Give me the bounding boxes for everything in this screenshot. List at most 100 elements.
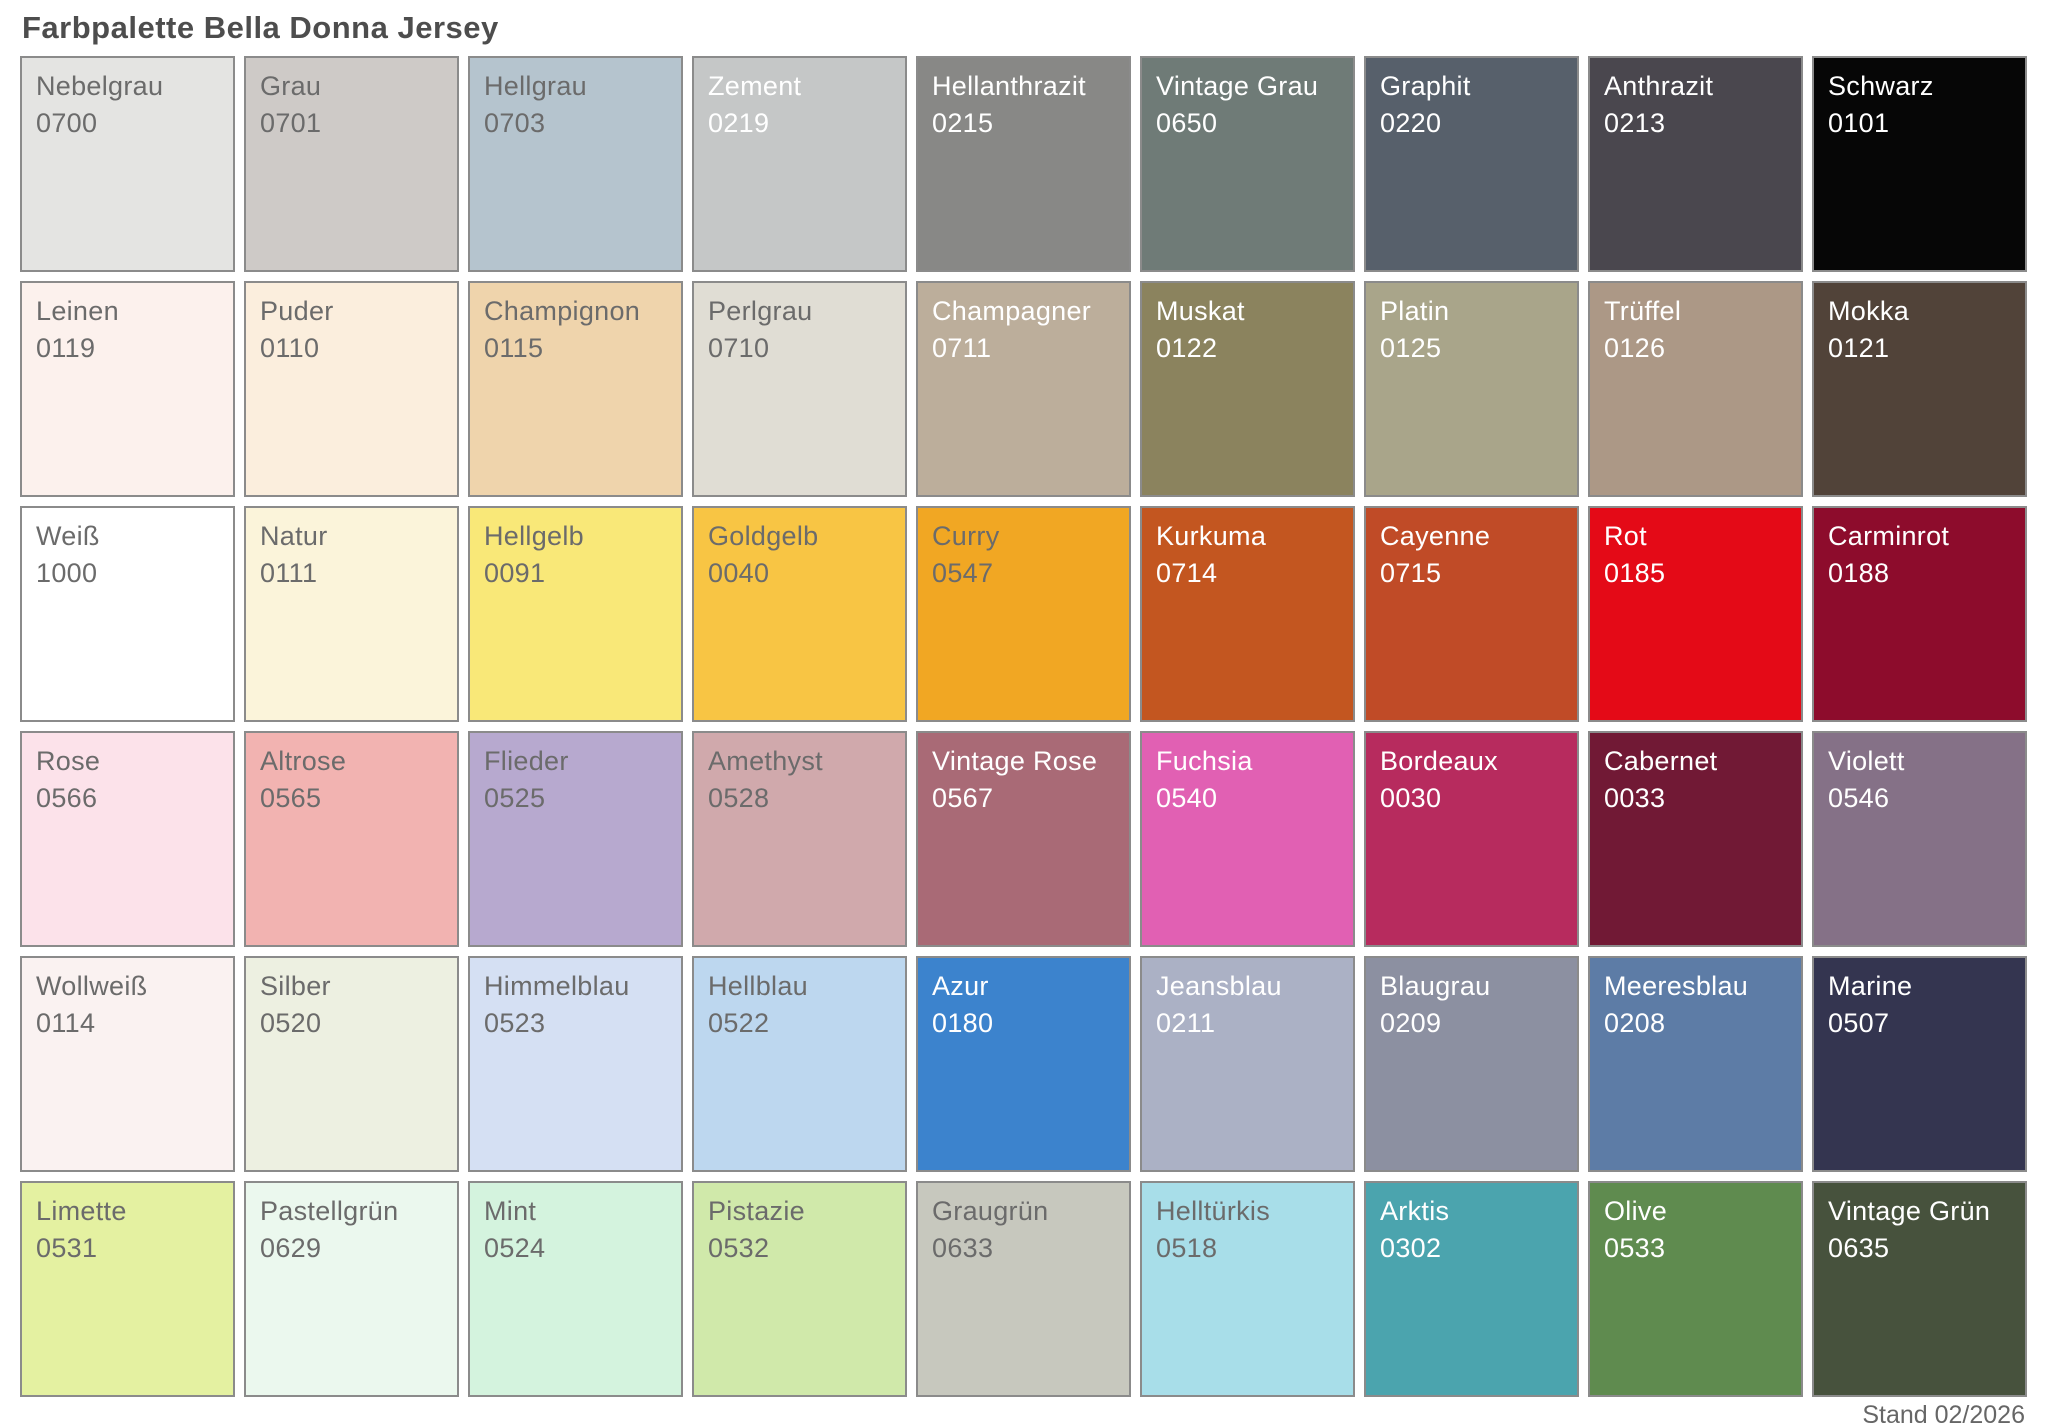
color-swatch: Goldgelb 0040 <box>692 506 907 722</box>
swatch-code: 0185 <box>1604 558 1666 588</box>
swatch-name: Silber <box>260 971 331 1001</box>
swatch-name: Fuchsia <box>1156 746 1253 776</box>
swatch-code: 0188 <box>1828 558 1890 588</box>
swatch-name: Leinen <box>36 296 119 326</box>
swatch-name: Marine <box>1828 971 1913 1001</box>
swatch-code: 0566 <box>36 783 98 813</box>
swatch-code: 0524 <box>484 1233 546 1263</box>
color-swatch: Curry 0547 <box>916 506 1131 722</box>
swatch-code: 0507 <box>1828 1008 1890 1038</box>
swatch-name: Pastellgrün <box>260 1196 399 1226</box>
color-swatch: Blaugrau 0209 <box>1364 956 1579 1172</box>
swatch-name: Grau <box>260 71 322 101</box>
swatch-code: 0532 <box>708 1233 770 1263</box>
color-swatch: Silber 0520 <box>244 956 459 1172</box>
swatch-name: Schwarz <box>1828 71 1934 101</box>
swatch-name: Vintage Grün <box>1828 1196 1991 1226</box>
color-swatch: Pastellgrün 0629 <box>244 1181 459 1397</box>
color-swatch: Zement 0219 <box>692 56 907 272</box>
swatch-name: Graphit <box>1380 71 1471 101</box>
swatch-code: 0122 <box>1156 333 1218 363</box>
color-swatch: Natur 0111 <box>244 506 459 722</box>
color-swatch: Wollweiß 0114 <box>20 956 235 1172</box>
swatch-name: Platin <box>1380 296 1450 326</box>
swatch-code: 0520 <box>260 1008 322 1038</box>
swatch-code: 0715 <box>1380 558 1442 588</box>
swatch-name: Hellgelb <box>484 521 584 551</box>
swatch-code: 0523 <box>484 1008 546 1038</box>
color-swatch: Jeansblau 0211 <box>1140 956 1355 1172</box>
swatch-code: 0531 <box>36 1233 98 1263</box>
swatch-code: 0629 <box>260 1233 322 1263</box>
swatch-code: 0111 <box>260 558 318 588</box>
swatch-code: 0528 <box>708 783 770 813</box>
swatch-code: 0208 <box>1604 1008 1666 1038</box>
swatch-code: 0700 <box>36 108 98 138</box>
color-swatch: Leinen 0119 <box>20 281 235 497</box>
swatch-name: Goldgelb <box>708 521 819 551</box>
color-swatch: Carminrot 0188 <box>1812 506 2027 722</box>
swatch-name: Perlgrau <box>708 296 813 326</box>
color-swatch: Marine 0507 <box>1812 956 2027 1172</box>
swatch-name: Anthrazit <box>1604 71 1714 101</box>
swatch-code: 0714 <box>1156 558 1218 588</box>
color-swatch: Schwarz 0101 <box>1812 56 2027 272</box>
swatch-name: Zement <box>708 71 802 101</box>
swatch-code: 0091 <box>484 558 546 588</box>
color-swatch: Fuchsia 0540 <box>1140 731 1355 947</box>
swatch-name: Kurkuma <box>1156 521 1267 551</box>
swatch-name: Hellgrau <box>484 71 587 101</box>
swatch-code: 0650 <box>1156 108 1218 138</box>
swatch-name: Himmelblau <box>484 971 630 1001</box>
swatch-code: 0110 <box>260 333 320 363</box>
swatch-code: 0114 <box>36 1008 96 1038</box>
swatch-code: 0711 <box>932 333 992 363</box>
swatch-name: Graugrün <box>932 1196 1049 1226</box>
color-swatch: Himmelblau 0523 <box>468 956 683 1172</box>
palette-grid: Nebelgrau 0700 Grau 0701 Hellgrau 0703 Z… <box>20 56 2027 1397</box>
color-swatch: Flieder 0525 <box>468 731 683 947</box>
page-title: Farbpalette Bella Donna Jersey <box>22 10 499 45</box>
color-swatch: Rose 0566 <box>20 731 235 947</box>
swatch-code: 0215 <box>932 108 994 138</box>
swatch-name: Muskat <box>1156 296 1245 326</box>
swatch-name: Azur <box>932 971 989 1001</box>
swatch-name: Hellblau <box>708 971 808 1001</box>
color-swatch: Puder 0110 <box>244 281 459 497</box>
swatch-code: 0115 <box>484 333 544 363</box>
swatch-code: 0119 <box>36 333 96 363</box>
swatch-name: Limette <box>36 1196 127 1226</box>
swatch-name: Pistazie <box>708 1196 805 1226</box>
swatch-code: 0525 <box>484 783 546 813</box>
swatch-name: Cabernet <box>1604 746 1718 776</box>
color-swatch: Azur 0180 <box>916 956 1131 1172</box>
color-swatch: Muskat 0122 <box>1140 281 1355 497</box>
swatch-code: 0126 <box>1604 333 1666 363</box>
swatch-code: 0211 <box>1156 1008 1216 1038</box>
swatch-name: Flieder <box>484 746 569 776</box>
color-swatch: Champagner 0711 <box>916 281 1131 497</box>
swatch-name: Carminrot <box>1828 521 1950 551</box>
swatch-code: 0635 <box>1828 1233 1890 1263</box>
color-swatch: Nebelgrau 0700 <box>20 56 235 272</box>
swatch-name: Jeansblau <box>1156 971 1282 1001</box>
swatch-code: 0533 <box>1604 1233 1666 1263</box>
swatch-code: 0710 <box>708 333 770 363</box>
color-swatch: Perlgrau 0710 <box>692 281 907 497</box>
color-swatch: Arktis 0302 <box>1364 1181 1579 1397</box>
color-swatch: Vintage Grün 0635 <box>1812 1181 2027 1397</box>
swatch-name: Rot <box>1604 521 1647 551</box>
color-swatch: Vintage Grau 0650 <box>1140 56 1355 272</box>
color-swatch: Anthrazit 0213 <box>1588 56 1803 272</box>
swatch-code: 0209 <box>1380 1008 1442 1038</box>
color-swatch: Hellgrau 0703 <box>468 56 683 272</box>
color-swatch: Helltürkis 0518 <box>1140 1181 1355 1397</box>
color-swatch: Limette 0531 <box>20 1181 235 1397</box>
swatch-code: 0302 <box>1380 1233 1442 1263</box>
color-swatch: Kurkuma 0714 <box>1140 506 1355 722</box>
swatch-name: Olive <box>1604 1196 1668 1226</box>
swatch-code: 1000 <box>36 558 98 588</box>
swatch-name: Meeresblau <box>1604 971 1749 1001</box>
swatch-code: 0220 <box>1380 108 1442 138</box>
swatch-code: 0121 <box>1828 333 1890 363</box>
